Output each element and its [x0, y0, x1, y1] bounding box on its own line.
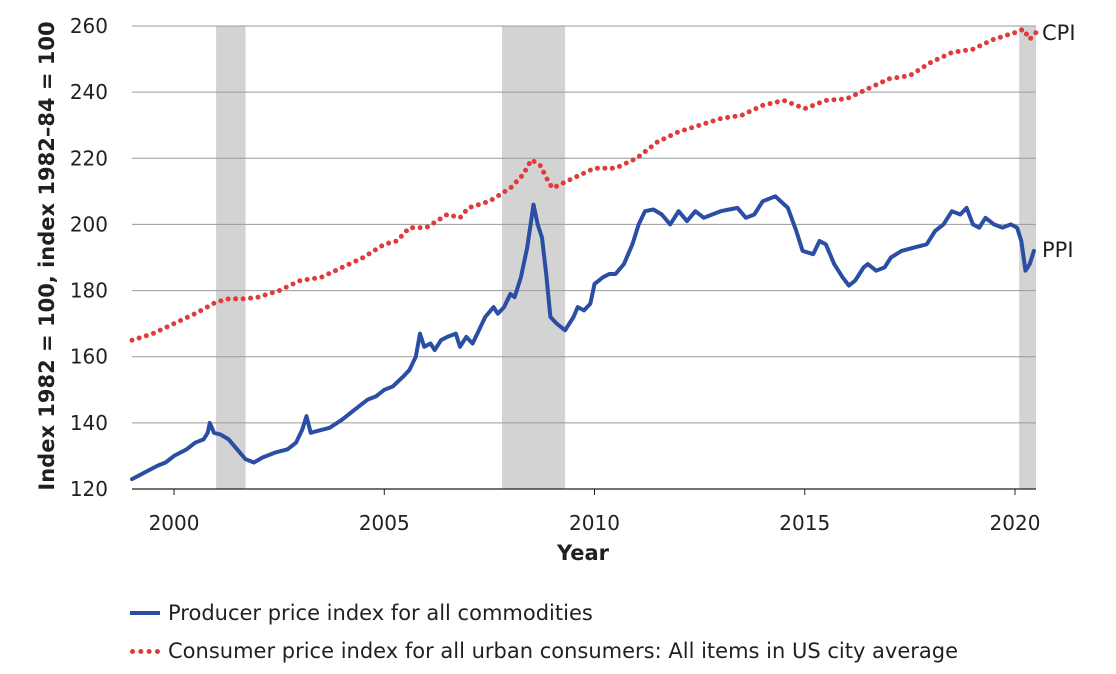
dotted-line-swatch-icon [130, 648, 160, 654]
y-tick-label: 220 [70, 146, 108, 170]
x-tick-label: 2015 [779, 511, 830, 535]
legend: Producer price index for all commodities… [130, 594, 958, 670]
cpi-end-label: CPI [1042, 21, 1076, 45]
price-index-chart: 120 140 160 180 200 220 240 260 2000 2005 2010 201… [35, 14, 1076, 565]
x-tick-label: 2010 [569, 511, 620, 535]
y-axis-title: Index 1982 = 100, index 1982–84 = 100 [35, 21, 59, 490]
y-tick-label: 120 [70, 477, 108, 501]
recession-band-2 [1019, 26, 1036, 489]
ppi-end-label: PPI [1042, 238, 1074, 262]
ppi-line [130, 194, 1036, 482]
x-tick-label: 2000 [149, 511, 200, 535]
legend-label-ppi: Producer price index for all commodities [168, 601, 593, 625]
cpi-line [129, 26, 1039, 343]
horizontal-gridlines [132, 25, 1036, 424]
x-tick-labels: 2000 2005 2010 2015 2020 [149, 489, 1041, 535]
y-tick-label: 140 [70, 411, 108, 435]
y-tick-labels: 120 140 160 180 200 220 240 260 [70, 14, 108, 501]
solid-line-swatch-icon [130, 611, 160, 615]
y-tick-label: 200 [70, 212, 108, 236]
legend-label-cpi: Consumer price index for all urban consu… [168, 639, 959, 663]
recession-band-0 [216, 26, 246, 489]
ppi-series [130, 194, 1036, 482]
legend-item-ppi: Producer price index for all commodities [130, 594, 958, 632]
y-tick-label: 180 [70, 279, 108, 303]
recession-band-1 [502, 26, 566, 489]
y-tick-label: 240 [70, 80, 108, 104]
x-axis-title: Year [556, 541, 610, 565]
y-tick-label: 160 [70, 345, 108, 369]
recession-shading [216, 26, 1036, 489]
x-tick-label: 2005 [359, 511, 410, 535]
legend-item-cpi: Consumer price index for all urban consu… [130, 632, 958, 670]
x-tick-label: 2020 [990, 511, 1041, 535]
y-tick-label: 260 [70, 14, 108, 38]
cpi-series [129, 26, 1039, 343]
